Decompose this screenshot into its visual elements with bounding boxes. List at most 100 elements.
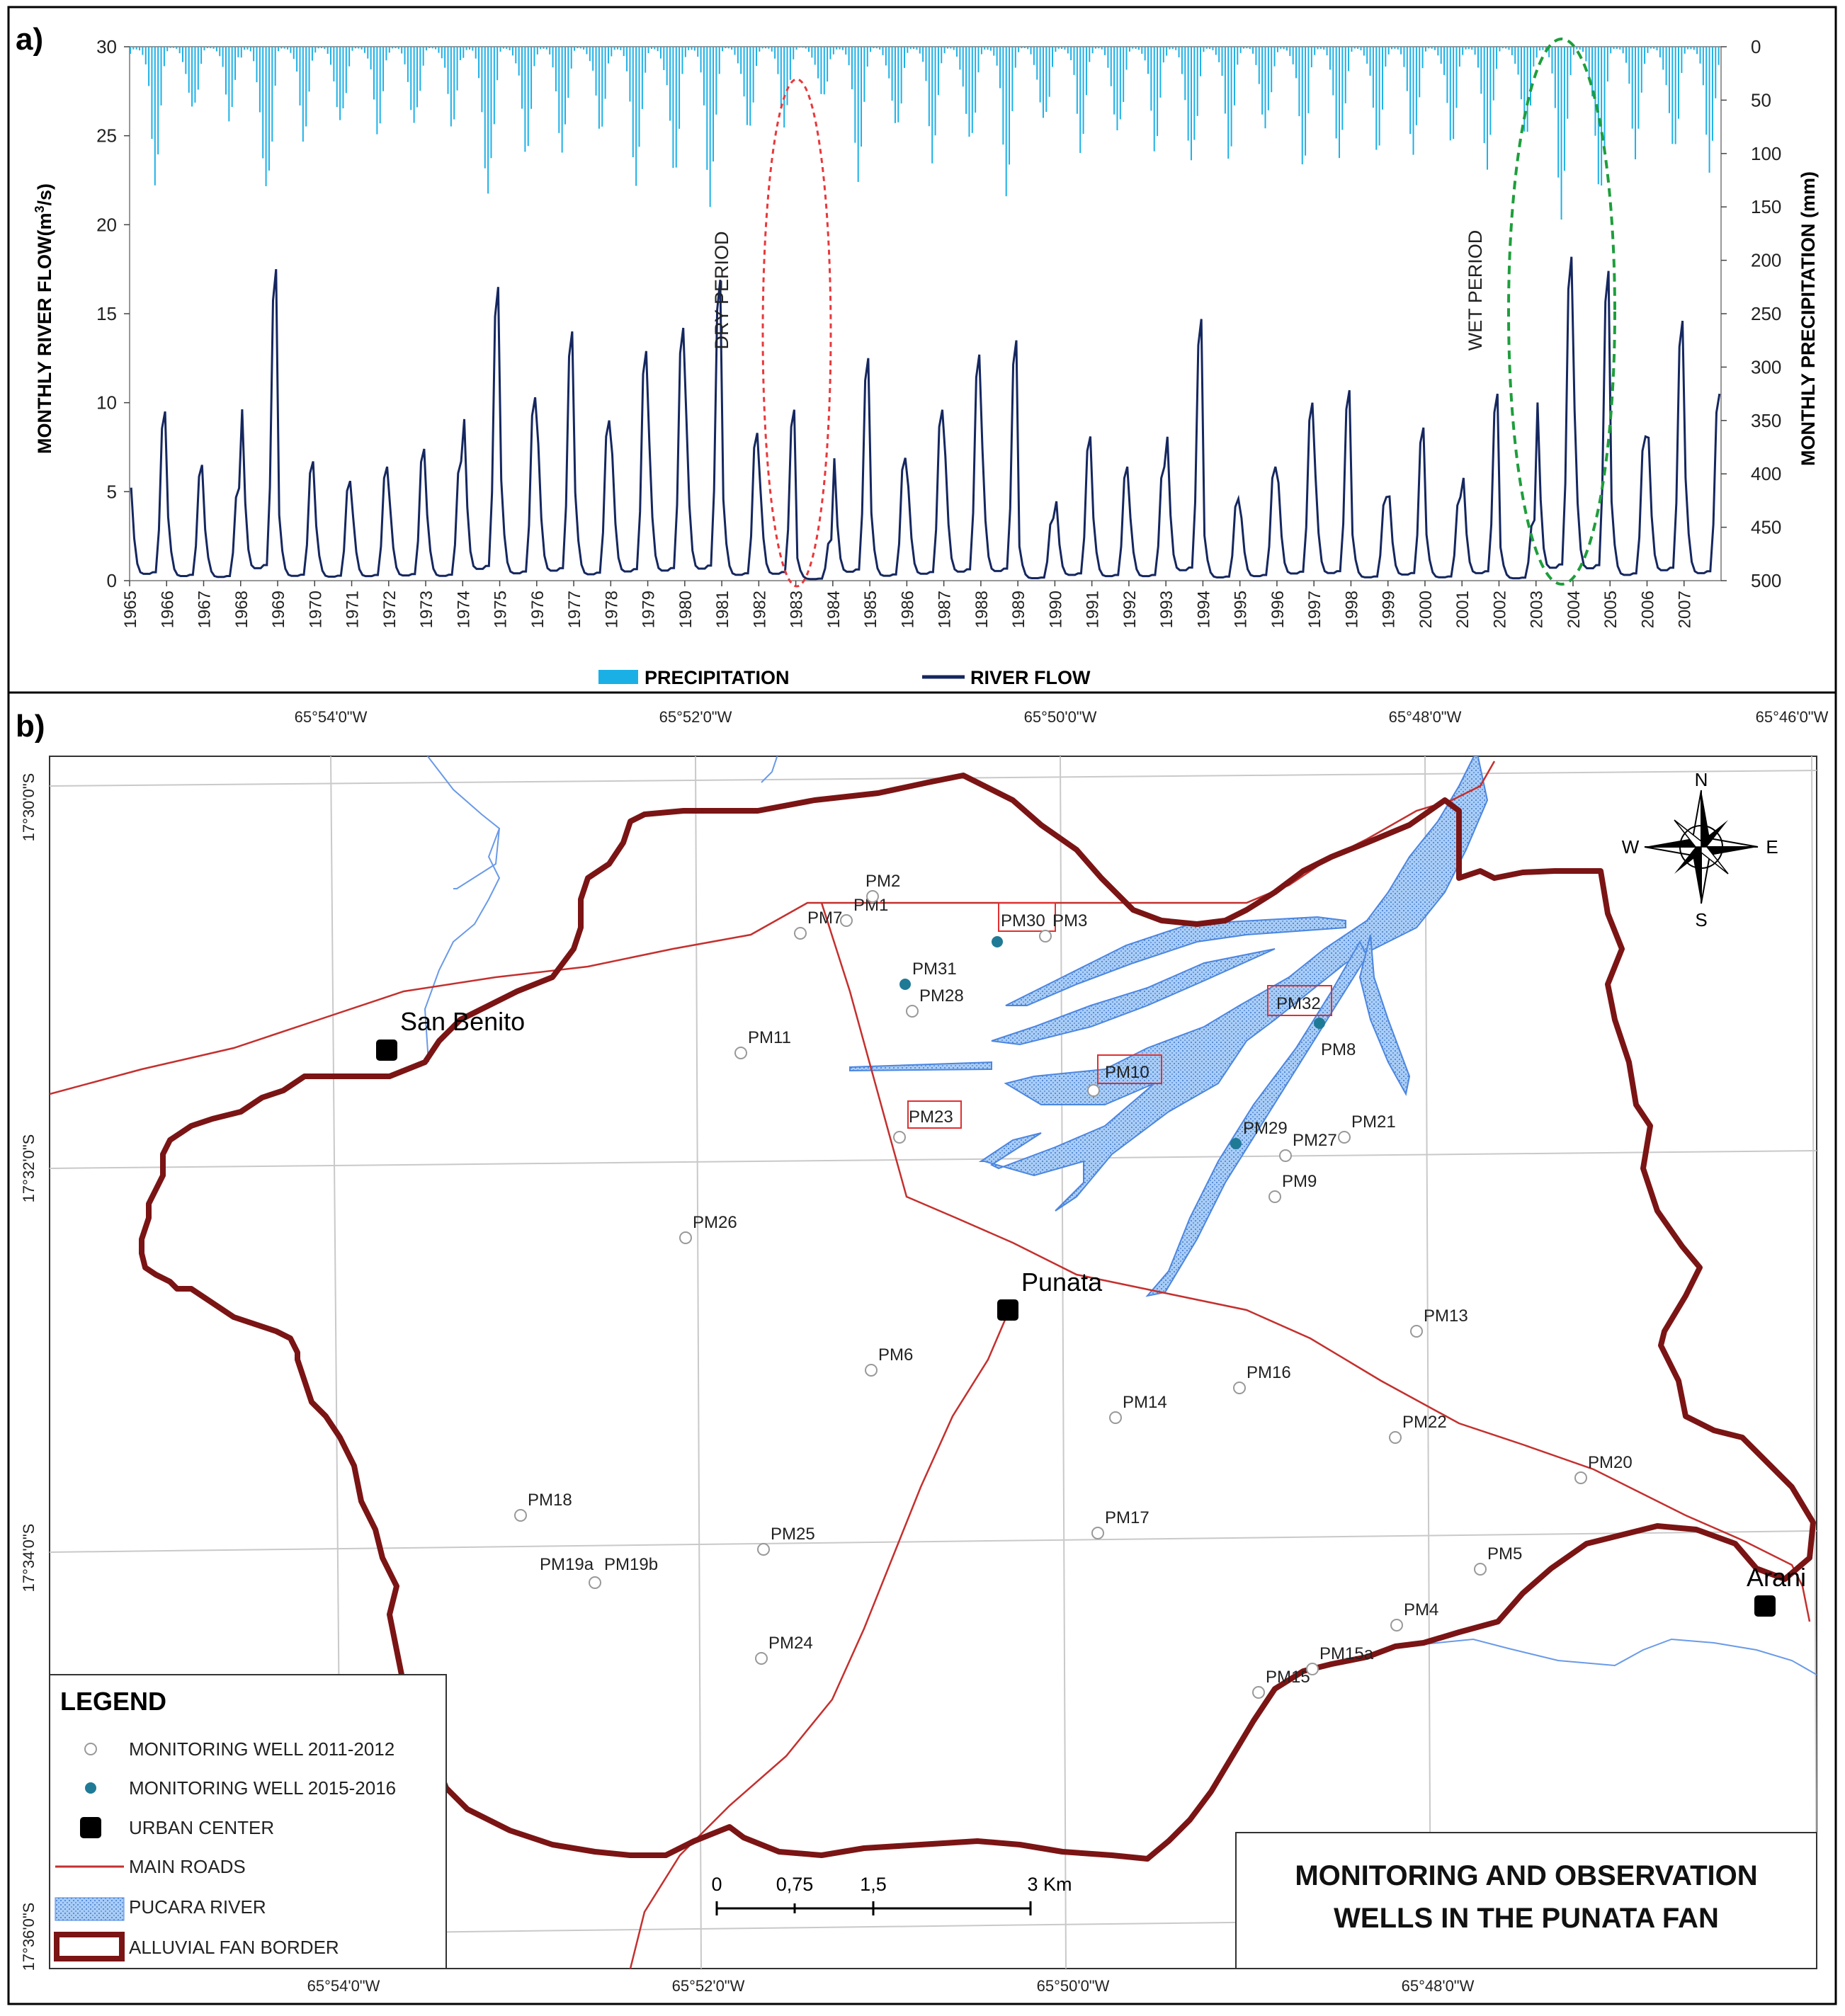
well-label: PM32 bbox=[1276, 994, 1321, 1013]
well-2011-marker bbox=[840, 914, 853, 927]
precip-bar bbox=[931, 47, 933, 164]
precip-bar bbox=[1125, 47, 1128, 70]
x-tick-label: 1976 bbox=[528, 591, 547, 628]
precip-bar bbox=[1523, 47, 1526, 132]
precip-bar bbox=[1576, 47, 1578, 50]
well-label: PM31 bbox=[912, 959, 957, 979]
precip-bar bbox=[718, 47, 720, 74]
precip-bar bbox=[1369, 47, 1371, 76]
x-tick-label: 1974 bbox=[454, 591, 473, 628]
x-tick-label: 1987 bbox=[936, 591, 955, 628]
precip-bar bbox=[1073, 47, 1075, 75]
well-label: PM11 bbox=[748, 1028, 791, 1047]
precip-bar bbox=[1409, 47, 1412, 135]
well-2011-marker bbox=[1574, 1471, 1587, 1484]
precip-bar bbox=[1387, 47, 1390, 55]
precip-bar bbox=[1212, 47, 1214, 50]
scale-bar: 0 0,75 1,5 3 Km bbox=[711, 1874, 1072, 1915]
precip-bar bbox=[740, 47, 742, 74]
precip-bar bbox=[465, 47, 467, 50]
precip-bar bbox=[611, 47, 613, 57]
precip-bar bbox=[1622, 47, 1624, 54]
precip-bar bbox=[1014, 47, 1016, 68]
highlight-box-pm10 bbox=[1097, 1054, 1162, 1084]
precip-bar bbox=[1424, 47, 1426, 52]
x-tick-label: 1984 bbox=[824, 591, 844, 628]
precip-bar bbox=[1653, 47, 1655, 49]
precip-bar bbox=[727, 47, 730, 49]
precip-bar bbox=[215, 47, 217, 52]
precip-bar bbox=[324, 47, 326, 50]
left-tick-label: 25 bbox=[96, 125, 117, 147]
precip-bar bbox=[703, 47, 705, 106]
precip-bar bbox=[968, 47, 970, 137]
x-tick-label: 1969 bbox=[269, 591, 288, 628]
precip-bar bbox=[1603, 47, 1606, 147]
precip-bar bbox=[160, 47, 162, 106]
well-label: PM16 bbox=[1247, 1363, 1291, 1382]
precip-bar bbox=[1458, 47, 1460, 67]
precip-bar bbox=[1406, 47, 1408, 91]
precip-bar bbox=[502, 47, 504, 49]
precip-bar bbox=[989, 47, 992, 51]
precip-bar bbox=[1301, 47, 1303, 165]
precip-bar bbox=[287, 47, 289, 50]
precip-bar bbox=[1150, 47, 1152, 111]
precip-bar bbox=[1511, 47, 1513, 55]
precip-bar bbox=[1067, 47, 1069, 54]
lon-label-top: 65°50'0"W bbox=[1024, 708, 1097, 726]
precip-bar bbox=[172, 47, 174, 48]
precip-bar bbox=[1285, 47, 1288, 51]
precip-bar bbox=[743, 47, 745, 97]
well-2011-marker bbox=[906, 1005, 919, 1018]
precip-bar bbox=[1045, 47, 1048, 113]
precip-bar bbox=[1057, 47, 1060, 49]
precip-bar bbox=[1554, 47, 1556, 108]
x-tick-label: 1975 bbox=[492, 591, 511, 628]
precip-bar bbox=[1378, 47, 1380, 146]
precip-bar bbox=[1635, 47, 1637, 159]
precip-bar bbox=[1487, 47, 1489, 170]
precip-bar bbox=[320, 47, 322, 49]
dry-period-ellipse bbox=[761, 78, 832, 588]
well-2011-marker bbox=[734, 1047, 747, 1059]
precip-bar bbox=[1533, 47, 1535, 67]
precip-bar bbox=[771, 47, 773, 52]
precip-bar bbox=[839, 47, 841, 50]
precip-bar bbox=[379, 47, 381, 124]
right-tick-label: 150 bbox=[1751, 196, 1781, 217]
precip-bar bbox=[1224, 47, 1226, 114]
precip-bar bbox=[1319, 47, 1322, 49]
precip-bar bbox=[1449, 47, 1451, 141]
precip-bar bbox=[854, 47, 856, 143]
precip-bar bbox=[182, 47, 183, 62]
map-legend: LEGEND MONITORING WELL 2011-2012 MONITOR… bbox=[49, 1674, 447, 1969]
precip-bar bbox=[1474, 47, 1476, 55]
precip-bar bbox=[1455, 47, 1458, 108]
precip-bar bbox=[814, 47, 816, 65]
precip-bar bbox=[1601, 47, 1603, 186]
precip-bar bbox=[333, 47, 335, 81]
well-2011-marker bbox=[1279, 1149, 1292, 1162]
precip-bar bbox=[1403, 47, 1405, 67]
precip-bar bbox=[511, 47, 513, 56]
well-label: PM21 bbox=[1351, 1112, 1396, 1132]
precip-bar bbox=[1230, 47, 1232, 147]
x-tick-label: 1999 bbox=[1380, 591, 1399, 628]
precip-bar bbox=[987, 47, 989, 50]
well-2011-marker bbox=[1306, 1663, 1319, 1675]
x-tick-label: 1991 bbox=[1084, 591, 1103, 628]
precip-bar bbox=[549, 47, 551, 55]
well-label: PM8 bbox=[1321, 1040, 1356, 1059]
well-2011-marker bbox=[1338, 1131, 1351, 1144]
precip-bar bbox=[635, 47, 637, 186]
precip-bar bbox=[755, 47, 757, 67]
precip-bar bbox=[1178, 47, 1180, 57]
precip-bar bbox=[1137, 47, 1140, 50]
precip-bar bbox=[210, 47, 212, 49]
well-label: PM26 bbox=[693, 1213, 737, 1232]
precip-bar bbox=[1135, 47, 1137, 50]
precip-bar bbox=[348, 47, 351, 67]
precip-bar bbox=[1042, 47, 1044, 118]
precip-bar bbox=[1089, 47, 1091, 62]
